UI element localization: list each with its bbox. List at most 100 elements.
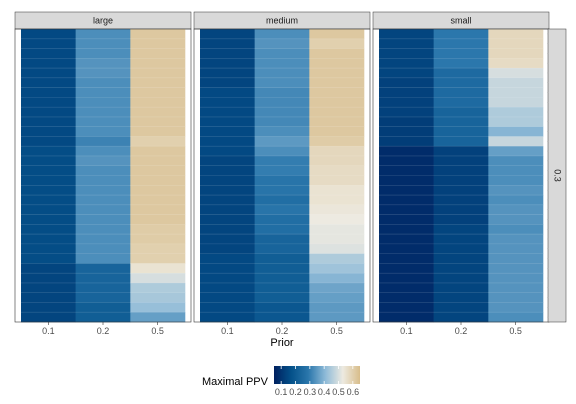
heatmap-tile (21, 38, 76, 49)
heatmap-tile (75, 87, 131, 98)
heatmap-tile (75, 224, 131, 235)
heatmap-tile (130, 292, 186, 303)
heatmap-tile (200, 48, 255, 59)
legend-colorbar (274, 366, 360, 384)
heatmap-tile (433, 97, 489, 108)
heatmap-tile (130, 58, 186, 69)
heatmap-tile (200, 195, 255, 206)
x-tick-label: 0.5 (330, 326, 343, 336)
heatmap-tile (379, 146, 434, 157)
x-tick-label: 0.2 (455, 326, 468, 336)
heatmap-tile (433, 107, 489, 118)
heatmap-tile (379, 282, 434, 293)
heatmap-tile (379, 165, 434, 176)
heatmap-tile (200, 38, 255, 49)
x-tick-label: 0.1 (400, 326, 413, 336)
heatmap-tile (130, 29, 186, 40)
heatmap-tile (488, 273, 544, 284)
legend-tick-label: 0.3 (304, 387, 317, 397)
heatmap-tile (433, 29, 489, 40)
heatmap-tile (130, 38, 186, 49)
heatmap-tile (254, 224, 310, 235)
heatmap-tile (200, 273, 255, 284)
heatmap-tile (130, 302, 186, 313)
legend-tick-label: 0.5 (332, 387, 345, 397)
heatmap-tile (254, 116, 310, 127)
heatmap-tile (200, 77, 255, 88)
heatmap-tile (130, 195, 186, 206)
heatmap-tile (200, 292, 255, 303)
heatmap-tile (309, 234, 365, 245)
heatmap-tile (200, 155, 255, 167)
heatmap-tile (130, 136, 186, 147)
heatmap-tile (433, 175, 489, 186)
heatmap-tile (379, 48, 434, 59)
heatmap-tile (130, 97, 186, 108)
heatmap-tile (433, 224, 489, 235)
heatmap-tile (21, 214, 76, 225)
heatmap-tile (488, 116, 544, 127)
heatmap-tile (488, 282, 544, 293)
heatmap-tile (75, 48, 131, 59)
heatmap-tile (379, 116, 434, 127)
legend-ticks: 0.1 0.2 0.3 0.4 0.5 0.6 (275, 366, 359, 397)
heatmap-tile (254, 165, 310, 176)
heatmap-tile (130, 155, 186, 167)
heatmap-tile (309, 68, 365, 79)
heatmap-tile (75, 136, 131, 147)
heatmap-tile (488, 58, 544, 69)
heatmap-tile (433, 312, 489, 323)
heatmap-tile (433, 48, 489, 59)
heatmap-tile (130, 243, 186, 254)
heatmap-tile (130, 204, 186, 215)
heatmap-tile (75, 214, 131, 225)
heatmap-tile (379, 107, 434, 118)
heatmap-tile (254, 263, 310, 274)
heatmap-tile (200, 243, 255, 254)
heatmap-tile (130, 214, 186, 225)
heatmap-tile (130, 77, 186, 88)
heatmap-tile (488, 77, 544, 88)
x-tick-label: 0.5 (151, 326, 164, 336)
heatmap-tile (433, 136, 489, 147)
heatmap-tile (130, 224, 186, 235)
heatmap-tile (75, 302, 131, 313)
heatmap-tile (254, 58, 310, 69)
heatmap-tile (488, 312, 544, 323)
heatmap-tile (379, 175, 434, 186)
heatmap-tile (130, 175, 186, 186)
heatmap-tile (433, 116, 489, 127)
heatmap-tile (309, 87, 365, 98)
heatmap-tile (433, 77, 489, 88)
heatmap-tile (379, 292, 434, 303)
heatmap-tile (75, 195, 131, 206)
heatmap-tile (254, 126, 310, 137)
heatmap-tile (21, 29, 76, 40)
heatmap-tile (379, 87, 434, 98)
heatmap-tile (433, 68, 489, 79)
heatmap-tile (254, 282, 310, 293)
heatmap-tile (379, 234, 434, 245)
heatmap-tile (379, 126, 434, 137)
heatmap-tile (21, 146, 76, 157)
heatmap-tile (200, 58, 255, 69)
heatmap-tile (130, 185, 186, 196)
heatmap-tile (21, 48, 76, 59)
heatmap-tile (488, 302, 544, 313)
heatmap-tile (200, 29, 255, 40)
heatmap-tile (379, 136, 434, 147)
heatmap-tile (433, 263, 489, 274)
heatmap-tile (254, 292, 310, 303)
heatmap-tile (21, 165, 76, 176)
heatmap-tile (309, 116, 365, 127)
heatmap-tile (309, 165, 365, 176)
heatmap-tile (200, 68, 255, 79)
heatmap-tile (130, 253, 186, 264)
facet-panel-small: small 0.1 0.2 0.5 (372, 11, 550, 336)
heatmap-tile (488, 292, 544, 303)
heatmap-tile (200, 302, 255, 313)
heatmap-tile (309, 146, 365, 157)
heatmap-tile (75, 253, 131, 264)
heatmap-tile (309, 155, 365, 167)
heatmap-tile (200, 253, 255, 264)
